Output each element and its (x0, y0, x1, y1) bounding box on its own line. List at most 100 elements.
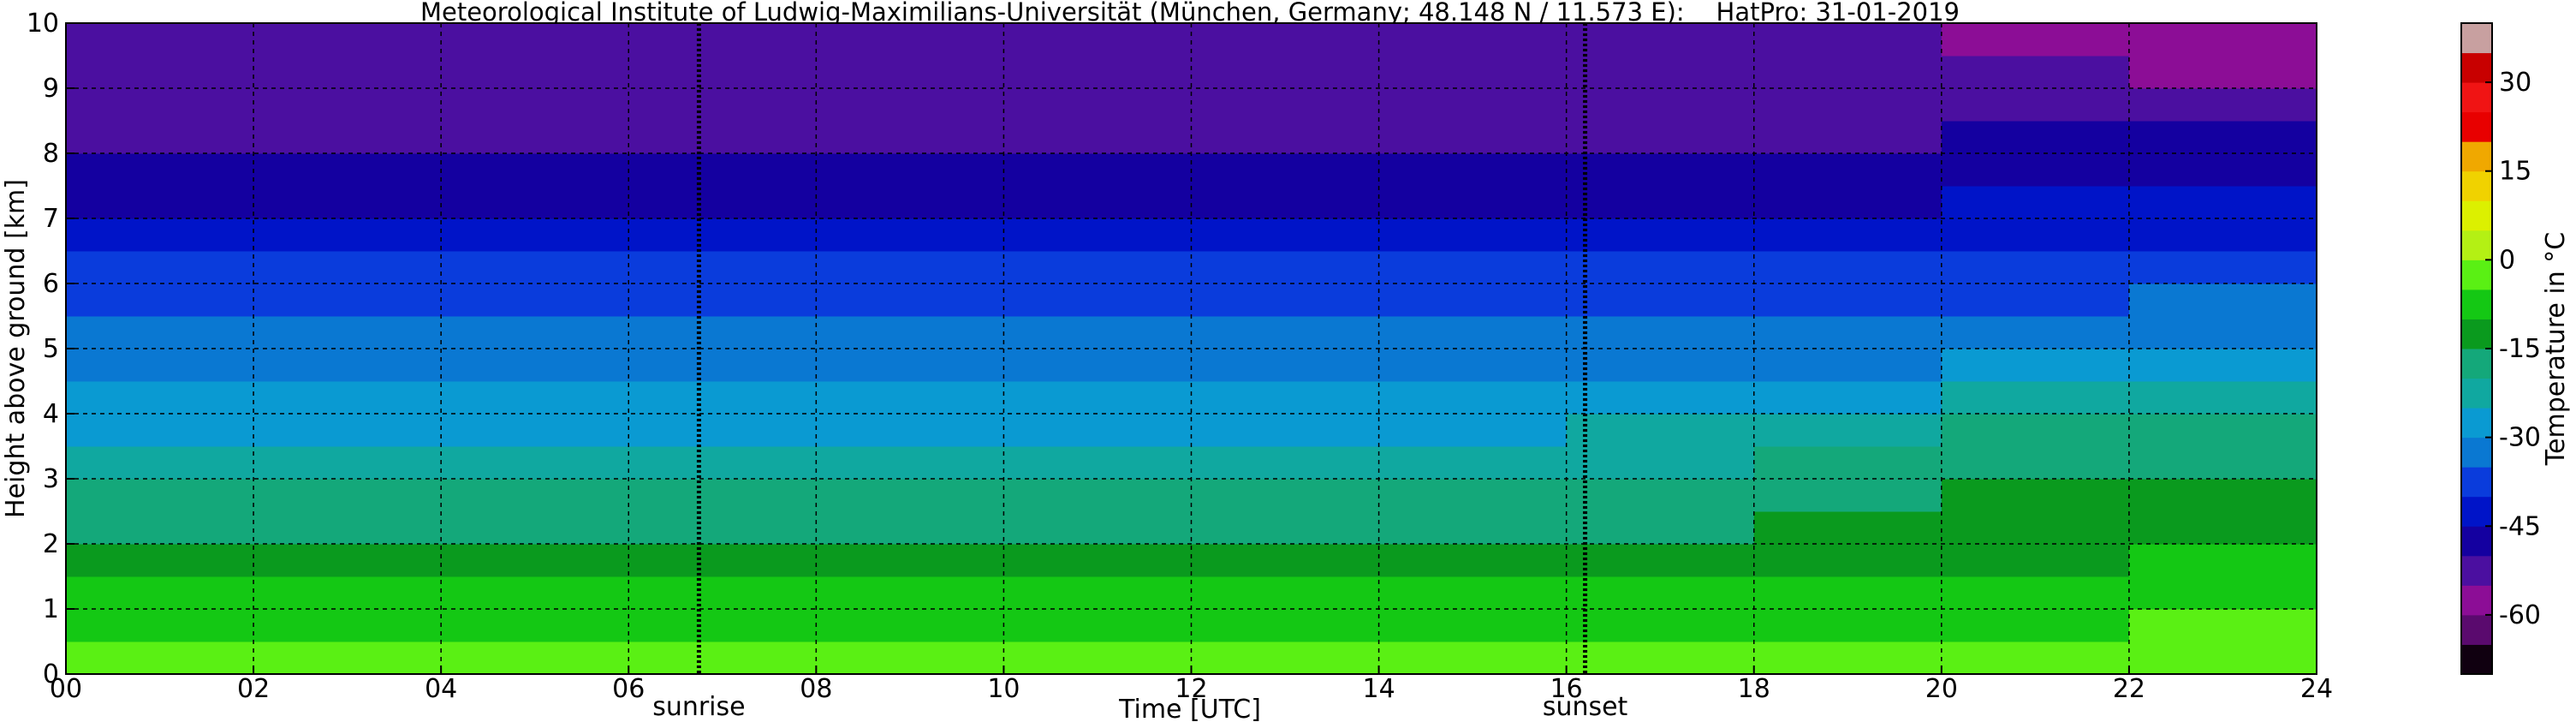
heatmap-cell (1566, 88, 1755, 122)
heatmap-cell (1941, 121, 2130, 154)
colorbar-tick-label: 15 (2499, 157, 2531, 187)
y-tick-label: 5 (43, 334, 59, 364)
heatmap-cell (2128, 23, 2317, 57)
heatmap-cell (1566, 251, 1755, 284)
heatmap-cell (1378, 23, 1568, 57)
heatmap-cell (816, 446, 1004, 480)
colorbar-swatch (2461, 200, 2492, 231)
heatmap-cell (1003, 186, 1192, 219)
heatmap-cell (441, 56, 629, 89)
heatmap-cell (1378, 251, 1568, 284)
colorbar-swatch (2461, 526, 2492, 557)
heatmap-cell (2128, 641, 2317, 675)
heatmap-cell (1191, 511, 1380, 545)
y-tick-label: 8 (43, 139, 59, 169)
colorbar-label: Temperature in °C (2541, 232, 2571, 466)
heatmap-cell (628, 186, 817, 219)
heatmap-cell (253, 609, 442, 642)
heatmap-cell (1941, 316, 2130, 349)
heatmap-cell (2128, 544, 2317, 577)
heatmap-cell (1941, 641, 2130, 675)
heatmap-cell (1753, 446, 1942, 480)
heatmap-cell (1003, 153, 1192, 187)
heatmap-cell (2128, 414, 2317, 447)
heatmap-cell (66, 641, 254, 675)
heatmap-cell (1753, 414, 1942, 447)
heatmap-cell (1003, 609, 1192, 642)
heatmap-cell (1753, 121, 1942, 154)
heatmap-cell (1378, 56, 1568, 89)
heatmap-cell (441, 381, 629, 415)
heatmap-cell (1753, 218, 1942, 252)
y-tick-label: 4 (43, 399, 59, 429)
heatmap-cell (1191, 349, 1380, 382)
colorbar-swatch (2461, 555, 2492, 586)
y-axis-label: Height above ground [km] (1, 179, 31, 518)
y-tick-label: 6 (43, 269, 59, 299)
colorbar-tick-label: 30 (2499, 68, 2531, 98)
heatmap-cell (1753, 479, 1942, 512)
heatmap-cell (1378, 576, 1568, 610)
heatmap-cell (1566, 121, 1755, 154)
heatmap-cell (253, 511, 442, 545)
heatmap-cell (441, 511, 629, 545)
heatmap-cell (66, 56, 254, 89)
heatmap-cell (253, 186, 442, 219)
heatmap-cell (2128, 576, 2317, 610)
y-tick-label: 2 (43, 529, 59, 559)
heatmap-cell (2128, 153, 2317, 187)
x-tick-label: 14 (1362, 674, 1395, 704)
heatmap-cell (1566, 414, 1755, 447)
heatmap-cell (1566, 381, 1755, 415)
heatmap-cell (441, 153, 629, 187)
heatmap-cell (628, 414, 817, 447)
heatmap-cell (66, 511, 254, 545)
heatmap-cell (441, 349, 629, 382)
heatmap-cell (253, 544, 442, 577)
heatmap-cell (1753, 23, 1942, 57)
colorbar-tick-label: 0 (2499, 245, 2515, 275)
heatmap-cell (1378, 641, 1568, 675)
heatmap-cell (1191, 283, 1380, 317)
heatmap-cell (253, 153, 442, 187)
heatmap-cell (628, 446, 817, 480)
heatmap-cell (66, 88, 254, 122)
heatmap-cell (253, 23, 442, 57)
heatmap-cell (1941, 479, 2130, 512)
colorbar-swatch (2461, 23, 2492, 54)
colorbar-swatch (2461, 349, 2492, 379)
heatmap-cell (1753, 381, 1942, 415)
heatmap-cell (1191, 479, 1380, 512)
heatmap-cell (628, 576, 817, 610)
heatmap-cell (1753, 283, 1942, 317)
heatmap-cell (441, 641, 629, 675)
heatmap-cell (1941, 56, 2130, 89)
heatmap-cell (628, 88, 817, 122)
x-tick-label: 04 (425, 674, 457, 704)
heatmap-cell (1941, 283, 2130, 317)
heatmap-cell (2128, 121, 2317, 154)
annotation-label: sunrise (652, 692, 745, 722)
heatmap-cell (628, 349, 817, 382)
y-tick-label: 10 (27, 9, 59, 39)
y-tick-label: 0 (43, 659, 59, 689)
x-tick-label: 20 (1925, 674, 1958, 704)
colorbar-swatch (2461, 52, 2492, 83)
heatmap-cell (628, 479, 817, 512)
heatmap-cell (628, 56, 817, 89)
heatmap-cell (1378, 609, 1568, 642)
colorbar-tick-label: -60 (2499, 600, 2541, 630)
colorbar-swatch (2461, 496, 2492, 527)
heatmap-cell (253, 446, 442, 480)
heatmap-cell (2128, 349, 2317, 382)
heatmap-cell (1378, 218, 1568, 252)
heatmap-cell (1003, 88, 1192, 122)
heatmap-cell (253, 641, 442, 675)
heatmap-cell (1191, 576, 1380, 610)
x-tick-label: 10 (987, 674, 1020, 704)
heatmap-cell (441, 251, 629, 284)
heatmap-cell (1753, 544, 1942, 577)
heatmap-cell (816, 511, 1004, 545)
heatmap-cell (1378, 479, 1568, 512)
heatmap-cell (66, 349, 254, 382)
